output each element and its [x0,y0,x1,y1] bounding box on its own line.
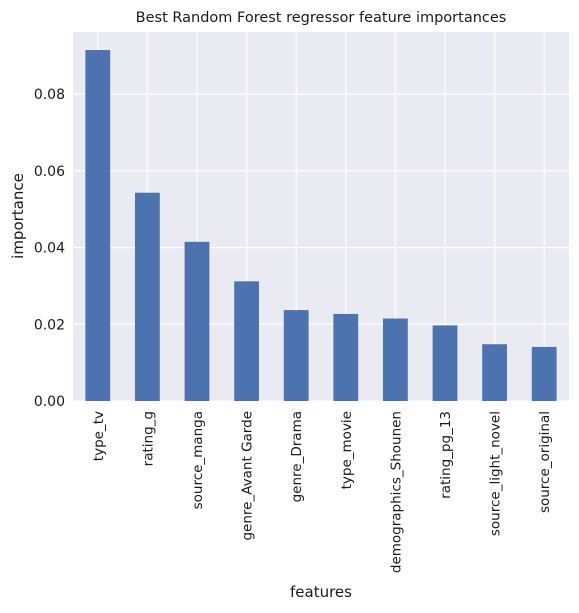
x-tick-label: genre_Drama [289,411,305,502]
y-tick-label: 0.06 [34,164,65,180]
x-tick-label: source_manga [190,411,206,509]
x-tick-label: source_light_novel [488,411,504,536]
x-tick-label: rating_g [140,411,156,466]
x-axis-label: features [290,583,352,601]
bar-genre-avant-garde [234,281,259,401]
x-tick-labels: type_tv rating_g source_manga genre_Avant G… [91,411,553,573]
y-tick-label: 0.00 [34,394,65,410]
bar-type-movie [333,313,359,401]
chart-title: Best Random Forest regressor feature imp… [136,10,507,26]
bar-type-tv [85,50,111,401]
y-tick-label: 0.04 [34,241,65,257]
y-tick-label: 0.08 [34,87,65,103]
x-tick-label: rating_pg_13 [438,411,454,499]
x-tick-label: source_original [537,411,553,513]
y-tick-label: 0.02 [34,317,65,333]
bar-source-original [531,346,557,401]
x-tick-label: genre_Avant Garde [240,411,256,541]
bars [85,50,557,401]
x-tick-label: type_movie [339,411,355,489]
x-tick-label: demographics_Shounen [388,411,404,573]
x-tick-label: type_tv [91,411,107,461]
bar-rating-g [135,192,160,401]
bar-genre-drama [283,310,309,401]
bar-source-manga [184,241,210,401]
bar-rating-pg-13 [432,325,458,401]
y-axis-label: importance [9,173,27,259]
bar-demographics-shounen [383,318,408,401]
bar-source-light-novel [482,344,507,401]
y-tick-labels: 0.00 0.02 0.04 0.06 0.08 [34,87,65,410]
